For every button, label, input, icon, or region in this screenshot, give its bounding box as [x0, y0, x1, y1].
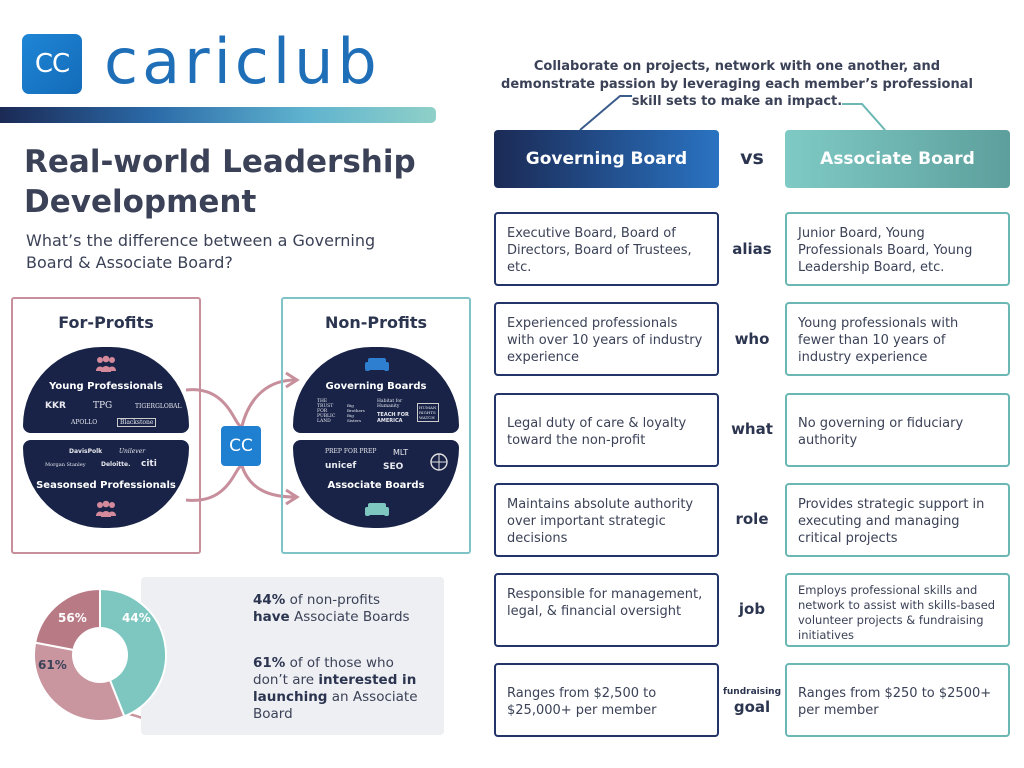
row-label-role: role — [735, 510, 769, 528]
brand-tpg: TPG — [93, 401, 113, 411]
governing-boards-panel: Governing Boards THE TRUST FOR PUBLIC LA… — [293, 347, 459, 433]
for-profits-card: For-Profits Young Professionals KKR TPG … — [11, 297, 201, 554]
arrowhead-governing — [285, 371, 300, 389]
stat1-end: Associate Boards — [289, 609, 410, 625]
row-label-goal-text: goal — [733, 698, 771, 716]
brand-big-brothers: Big Brothers Big Sisters — [347, 403, 365, 423]
row-label-what: what — [731, 420, 773, 438]
brand-seo: SEO — [383, 462, 404, 472]
stat2-number: 61% — [253, 655, 286, 671]
stat-61-text: 61% of of those who don’t are interested… — [253, 655, 433, 723]
stat2-bold: interested in launching — [253, 672, 417, 705]
stat1-rest: of non-profits — [285, 592, 381, 608]
assoc-job-cell: Employs professional skills and network … — [785, 573, 1010, 647]
arrow-fp-top — [185, 388, 243, 428]
brand-mlt: MLT — [393, 448, 409, 457]
assoc-alias-cell: Junior Board, Young Professionals Board,… — [785, 212, 1010, 286]
arrowhead-associate — [285, 488, 300, 506]
center-cariclub-logo: CC — [221, 426, 261, 466]
brand-prep-for-prep: PREP FOR PREP — [325, 448, 377, 455]
pie-label-56: 56% — [58, 611, 87, 625]
callout-line-gov — [579, 95, 632, 131]
intro-text: Collaborate on projects, network with on… — [501, 59, 973, 109]
row-label-who: who — [734, 330, 770, 348]
row-label-alias: alias — [732, 240, 772, 258]
page-subtitle: What’s the difference between a Governin… — [26, 231, 376, 272]
associate-boards-label: Associate Boards — [327, 480, 425, 491]
armchair-icon — [365, 503, 389, 516]
brand-trust-public-land: THE TRUST FOR PUBLIC LAND — [317, 399, 336, 424]
arrow-to-governing — [240, 378, 296, 427]
associate-boards-panel: PREP FOR PREP MLT unicef SEO Associate B… — [293, 440, 459, 528]
brand-habitat: Habitat for Humanity — [377, 399, 403, 409]
row-label-job: job — [738, 600, 766, 618]
young-professionals-label: Young Professionals — [49, 381, 163, 392]
brand-citi: citi — [141, 459, 157, 469]
gov-who-cell: Experienced professionals with over 10 y… — [494, 302, 719, 376]
seasoned-professionals-label: Seasonsed Professionals — [36, 480, 176, 491]
gov-job-cell: Responsible for management, legal, & fin… — [494, 573, 719, 647]
stat1-bold: have — [253, 609, 290, 625]
seasoned-professionals-panel: DavisPolk Unilever Morgan Stanley Deloit… — [23, 440, 189, 528]
for-profits-title: For-Profits — [58, 313, 154, 332]
brand-blackstone: Blackstone — [117, 418, 157, 427]
people-icon — [96, 500, 116, 517]
arrow-to-associate — [240, 465, 296, 499]
people-icon — [96, 355, 116, 372]
pie-donut-chart: 44% 61% 56% — [33, 587, 167, 722]
assoc-what-cell: No governing or fiduciary authority — [785, 393, 1010, 467]
gov-what-cell: Legal duty of care & loyalty toward the … — [494, 393, 719, 467]
vs-label: vs — [740, 147, 764, 169]
brand-tigerglobal: TIGERGLOBAL — [135, 403, 182, 410]
logo-text: CC — [34, 49, 70, 79]
gov-goal-cell: Ranges from $2,500 to $25,000+ per membe… — [494, 663, 719, 737]
stat1-number: 44% — [253, 592, 286, 608]
cariclub-logo: CC — [22, 34, 82, 94]
assoc-goal-cell: Ranges from $250 to $2500+ per member — [785, 663, 1010, 737]
arrow-fp-bottom — [185, 464, 243, 502]
governing-board-header: Governing Board — [494, 130, 719, 188]
stat-44-text: 44% of non-profits have Associate Boards — [253, 592, 433, 626]
row-label-goal: fundraising goal — [722, 686, 782, 716]
stat2-end: an Associate Board — [253, 689, 418, 722]
pie-slice-44 — [99, 587, 167, 718]
brand-unicef: unicef — [325, 461, 357, 471]
assoc-who-cell: Young professionals with fewer than 10 y… — [785, 302, 1010, 376]
un-emblem-icon — [430, 453, 448, 471]
non-profits-title: Non-Profits — [324, 313, 428, 332]
pie-label-61: 61% — [38, 658, 67, 672]
pie-label-44: 44% — [122, 611, 151, 625]
page-title: Real-world Leadership Development — [24, 144, 416, 220]
stat2-rest: of of those who don’t are — [253, 655, 394, 688]
associate-board-header: Associate Board — [785, 130, 1010, 188]
brand-apollo: APOLLO — [71, 419, 98, 426]
brand-human-rights-watch: HUMAN RIGHTS WATCH — [417, 403, 439, 422]
brand-morgan-stanley: Morgan Stanley — [45, 462, 86, 468]
brand-wordmark: cariclub — [104, 25, 381, 98]
brand-davispolk: DavisPolk — [69, 448, 103, 455]
armchair-icon — [365, 358, 389, 371]
gov-role-cell: Maintains absolute authority over import… — [494, 483, 719, 557]
row-label-fundraising: fundraising — [722, 687, 782, 697]
brand-kkr: KKR — [45, 401, 66, 411]
assoc-role-cell: Provides strategic support in executing … — [785, 483, 1010, 557]
brand-unilever: Unilever — [119, 448, 146, 455]
governing-boards-label: Governing Boards — [325, 381, 427, 392]
pie-stats-panel — [141, 577, 444, 735]
young-professionals-panel: Young Professionals KKR TPG TIGERGLOBAL … — [23, 347, 189, 433]
gov-alias-cell: Executive Board, Board of Directors, Boa… — [494, 212, 719, 286]
non-profits-card: Non-Profits Governing Boards THE TRUST F… — [281, 297, 471, 554]
brand-deloitte: Deloitte. — [101, 461, 131, 468]
header-gradient-bar — [0, 107, 436, 123]
callout-line-assoc — [842, 103, 886, 131]
brand-teach-for-america: TEACH FOR AMERICA — [377, 412, 409, 424]
